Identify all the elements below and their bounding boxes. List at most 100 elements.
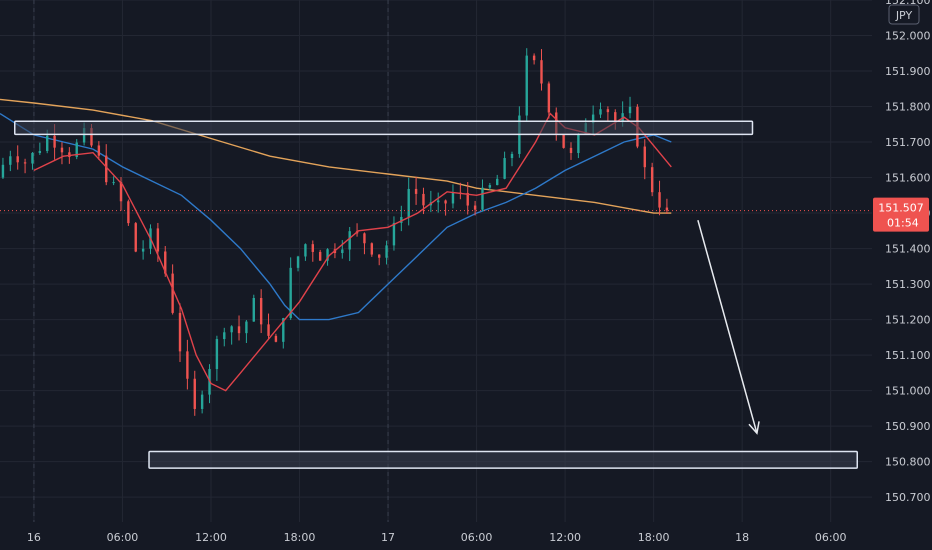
candle-body xyxy=(562,134,565,148)
candlestick-series xyxy=(1,48,669,416)
candle-body xyxy=(245,321,248,334)
candle-body xyxy=(127,201,130,224)
candle-body xyxy=(496,178,499,186)
price-tick-label: 151.900 xyxy=(885,65,931,78)
candle-body xyxy=(178,312,182,352)
candle-body xyxy=(392,222,396,246)
candle-body xyxy=(525,55,528,116)
price-tick-label: 151.800 xyxy=(885,101,931,114)
price-tick-label: 150.900 xyxy=(885,420,931,433)
candle-body xyxy=(141,248,145,252)
candle-body xyxy=(422,193,425,206)
currency-badge-label: JPY xyxy=(895,9,913,22)
candle-body xyxy=(599,109,602,115)
candle-body xyxy=(200,394,204,409)
candle-body xyxy=(134,223,137,252)
candle-body xyxy=(650,167,654,193)
candle-body xyxy=(614,112,617,122)
grid-lines xyxy=(0,0,872,522)
ma-mid-line xyxy=(0,113,672,321)
time-axis: 16 06:00 12:00 18:00 17 06:00 12:00 18:00 18 06:0… xyxy=(27,531,847,544)
time-tick-label: 12:00 xyxy=(195,531,227,544)
candle-body xyxy=(643,146,646,168)
candle-body xyxy=(481,187,484,210)
price-tag-countdown: 01:54 xyxy=(887,217,919,230)
candle-body xyxy=(252,297,255,322)
candle-body xyxy=(363,233,366,244)
candle-body xyxy=(68,152,71,158)
price-tick-label: 151.600 xyxy=(885,172,931,185)
candle-body xyxy=(97,145,101,156)
candle-body xyxy=(105,155,108,183)
price-tick-label: 151.300 xyxy=(885,278,931,291)
candle-body xyxy=(606,109,610,113)
price-tick-label: 150.800 xyxy=(885,456,931,469)
moving-average-mid xyxy=(0,113,672,321)
candle-body xyxy=(23,162,27,164)
price-tick-label: 151.400 xyxy=(885,243,931,256)
candle-body xyxy=(90,128,93,146)
candle-body xyxy=(466,192,469,206)
candle-body xyxy=(304,244,307,257)
candle-body xyxy=(237,326,241,334)
candle-body xyxy=(658,192,661,208)
projection-arrow xyxy=(697,219,760,435)
price-tick-label: 151.000 xyxy=(885,385,931,398)
candle-body xyxy=(60,147,64,153)
ma-slow-line xyxy=(0,98,672,214)
candle-body xyxy=(223,332,226,340)
time-tick-label: 18 xyxy=(735,531,749,544)
candle-body xyxy=(75,142,78,158)
candle-body xyxy=(186,351,189,379)
price-tick-label: 150.700 xyxy=(885,491,931,504)
candle-body xyxy=(38,151,42,153)
target-zone xyxy=(148,450,858,469)
candle-body xyxy=(156,228,160,252)
candle-body xyxy=(318,251,322,261)
candle-body xyxy=(46,135,49,152)
time-tick-label: 06:00 xyxy=(815,531,847,544)
resistance-zone xyxy=(14,120,754,136)
currency-badge[interactable]: JPY xyxy=(888,4,920,25)
time-tick-label: 16 xyxy=(27,531,41,544)
currency-badge-box xyxy=(888,4,920,25)
candle-body xyxy=(267,324,270,336)
candle-body xyxy=(259,297,263,325)
price-tick-label: 151.100 xyxy=(885,349,931,362)
candle-body xyxy=(164,251,167,274)
time-axis-background[interactable] xyxy=(0,522,872,550)
moving-average-slow xyxy=(0,98,672,214)
day-separators xyxy=(33,0,389,522)
candle-body xyxy=(31,152,34,164)
candle-body xyxy=(385,245,388,258)
candle-body xyxy=(119,182,123,202)
candle-body xyxy=(665,207,669,211)
price-tick-label: 152.100 xyxy=(885,0,931,7)
time-tick-label: 18:00 xyxy=(638,531,670,544)
current-price-tag: 151.507 01:54 xyxy=(873,197,929,232)
candle-body xyxy=(296,256,300,268)
arrow-shaft xyxy=(697,219,758,434)
candle-body xyxy=(1,164,5,178)
candle-body xyxy=(289,267,292,319)
candle-body xyxy=(437,200,440,203)
time-tick-label: 12:00 xyxy=(549,531,581,544)
candle-body xyxy=(377,254,381,258)
candle-body xyxy=(473,205,477,210)
candle-body xyxy=(407,188,410,217)
candle-body xyxy=(274,335,278,342)
candle-body xyxy=(400,216,403,223)
price-axis-background[interactable] xyxy=(872,0,932,550)
candle-body xyxy=(488,185,492,188)
candle-body xyxy=(569,147,573,154)
candle-body xyxy=(82,128,86,143)
candle-body xyxy=(112,182,115,184)
candle-body xyxy=(230,326,233,333)
candle-body xyxy=(348,231,351,250)
time-tick-label: 06:00 xyxy=(107,531,139,544)
price-tag-background xyxy=(873,197,929,232)
candle-body xyxy=(311,244,314,252)
candle-body xyxy=(370,243,374,255)
price-tick-label: 151.200 xyxy=(885,314,931,327)
